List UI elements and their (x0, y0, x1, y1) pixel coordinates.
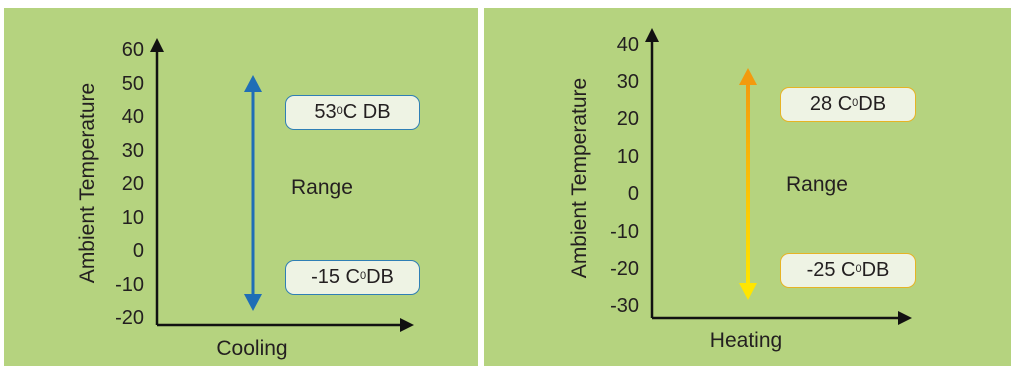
heating-tick: 20 (617, 108, 639, 130)
cooling-tick: 30 (122, 140, 144, 162)
cooling-x-axis-label: Cooling (216, 337, 287, 360)
heating-tick: -20 (610, 258, 639, 280)
heating-max-temp-tag: 28 C 0 DB (780, 87, 916, 122)
heating-min-temp-tag: -25 C 0 DB (780, 253, 916, 288)
cooling-x-axis-arrowhead (400, 318, 414, 332)
cooling-tick: -10 (115, 274, 144, 296)
heating-range-arrowhead-up (739, 68, 757, 85)
cooling-tick-labels: 60 50 40 30 20 10 0 -10 -20 (115, 39, 144, 329)
cooling-tick: -20 (115, 307, 144, 329)
cooling-min-temp-sup: 0 (359, 269, 367, 282)
heating-tick: 40 (617, 34, 639, 56)
cooling-range-label: Range (291, 176, 353, 199)
cooling-min-temp-pre: -15 C (311, 266, 360, 288)
heating-x-axis-arrowhead (898, 311, 912, 325)
cooling-panel: 60 50 40 30 20 10 0 -10 -20 Ambient Temp… (4, 8, 478, 366)
cooling-y-axis-label: Ambient Temperature (76, 83, 99, 283)
cooling-range-arrowhead-down (244, 294, 262, 311)
heating-tick-labels: 40 30 20 10 0 -10 -20 -30 (610, 34, 639, 317)
heating-max-temp-sup: 0 (852, 96, 859, 109)
cooling-tick: 40 (122, 106, 144, 128)
heating-tick: 30 (617, 71, 639, 93)
cooling-y-axis-arrowhead (150, 38, 164, 52)
cooling-tick: 10 (122, 207, 144, 229)
cooling-tick: 60 (122, 39, 144, 61)
heating-range-arrowhead-down (739, 283, 757, 300)
cooling-max-temp-tag: 53 0 C DB (285, 95, 420, 130)
heating-panel: 40 30 20 10 0 -10 -20 -30 Ambient Temper… (484, 8, 1011, 366)
heating-x-axis-label: Heating (710, 329, 782, 352)
cooling-tick: 0 (133, 240, 144, 262)
cooling-max-temp-pre: 53 (314, 101, 337, 123)
cooling-tick: 20 (122, 173, 144, 195)
cooling-max-temp-sup: 0 (336, 104, 343, 117)
heating-max-temp-post: DB (858, 93, 887, 115)
cooling-diagram: 60 50 40 30 20 10 0 -10 -20 Ambient Temp… (76, 38, 414, 360)
cooling-min-temp-post: DB (366, 266, 394, 288)
heating-tick: 10 (617, 146, 639, 168)
cooling-max-temp-post: C DB (342, 101, 391, 123)
heating-tick: 0 (628, 183, 639, 205)
heating-min-temp-post: DB (861, 259, 890, 281)
heating-tick: -30 (610, 295, 639, 317)
heating-range-label: Range (786, 173, 848, 196)
heating-diagram: 40 30 20 10 0 -10 -20 -30 Ambient Temper… (568, 28, 912, 352)
cooling-range-arrowhead-up (244, 75, 262, 92)
heating-y-axis-label: Ambient Temperature (568, 78, 591, 278)
heating-min-temp-pre: -25 C (806, 259, 856, 281)
heating-min-temp-sup: 0 (855, 262, 862, 275)
cooling-tick: 50 (122, 73, 144, 95)
heating-tick: -10 (610, 221, 639, 243)
cooling-min-temp-tag: -15 C 0 DB (285, 260, 420, 295)
heating-y-axis-arrowhead (645, 28, 659, 42)
heating-max-temp-pre: 28 C (809, 93, 853, 115)
heating-range-arrow (746, 82, 750, 286)
